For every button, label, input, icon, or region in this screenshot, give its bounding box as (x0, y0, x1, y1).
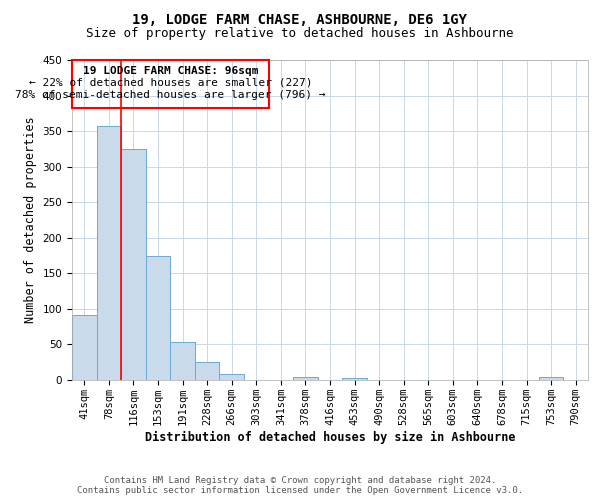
Bar (146, 256, 170, 380)
Text: 78% of semi-detached houses are larger (796) →: 78% of semi-detached houses are larger (… (15, 90, 326, 100)
Bar (170, 342, 195, 380)
Bar (342, 378, 367, 380)
X-axis label: Distribution of detached houses by size in Ashbourne: Distribution of detached houses by size … (145, 430, 515, 444)
Y-axis label: Number of detached properties: Number of detached properties (24, 116, 37, 324)
Text: Contains HM Land Registry data © Crown copyright and database right 2024.: Contains HM Land Registry data © Crown c… (104, 476, 496, 485)
Text: Size of property relative to detached houses in Ashbourne: Size of property relative to detached ho… (86, 28, 514, 40)
Bar (195, 362, 220, 380)
Bar (121, 149, 146, 380)
Bar (97, 126, 121, 380)
Bar (72, 60, 269, 108)
Text: 19, LODGE FARM CHASE, ASHBOURNE, DE6 1GY: 19, LODGE FARM CHASE, ASHBOURNE, DE6 1GY (133, 12, 467, 26)
Bar (539, 377, 563, 380)
Bar (72, 314, 97, 380)
Text: 19 LODGE FARM CHASE: 96sqm: 19 LODGE FARM CHASE: 96sqm (83, 66, 258, 76)
Bar (220, 374, 244, 380)
Text: Contains public sector information licensed under the Open Government Licence v3: Contains public sector information licen… (77, 486, 523, 495)
Bar (293, 377, 318, 380)
Text: ← 22% of detached houses are smaller (227): ← 22% of detached houses are smaller (22… (29, 78, 312, 88)
